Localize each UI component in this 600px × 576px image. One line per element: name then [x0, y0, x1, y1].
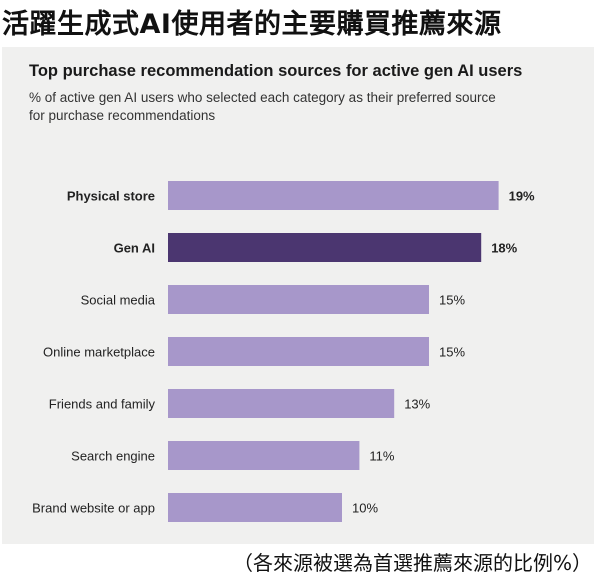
bar-social-media	[168, 285, 429, 314]
caption: （各來源被選為首選推薦來源的比例%）	[232, 551, 592, 575]
page-headline: 活躍生成式AI使用者的主要購買推薦來源	[2, 9, 502, 40]
value-label: 15%	[439, 293, 465, 308]
bar-friends-and-family	[168, 389, 395, 418]
value-label: 11%	[369, 449, 394, 464]
value-label: 18%	[491, 241, 517, 256]
value-label: 19%	[509, 189, 535, 204]
bar-chart: Physical store 19% Gen AI 18% Social media 15…	[32, 181, 535, 522]
category-label: Physical store	[67, 189, 155, 204]
value-label: 13%	[404, 397, 430, 412]
value-label: 10%	[352, 501, 378, 516]
category-label: Brand website or app	[32, 501, 155, 516]
bar-search-engine	[168, 441, 360, 470]
chart-subtitle: % of active gen AI users who selected ea…	[29, 90, 496, 123]
chart-panel: Top purchase recommendation sources for …	[2, 47, 594, 544]
bar-gen-ai	[168, 233, 482, 262]
category-label: Online marketplace	[43, 345, 155, 360]
category-label: Social media	[81, 293, 156, 308]
value-label: 15%	[439, 345, 465, 360]
bar-online-marketplace	[168, 337, 429, 366]
category-label: Friends and family	[49, 397, 156, 412]
category-label: Search engine	[71, 449, 155, 464]
category-label: Gen AI	[114, 241, 155, 256]
bar-brand-website-or-app	[168, 493, 342, 522]
chart-title: Top purchase recommendation sources for …	[29, 62, 523, 80]
bar-physical-store	[168, 181, 499, 210]
